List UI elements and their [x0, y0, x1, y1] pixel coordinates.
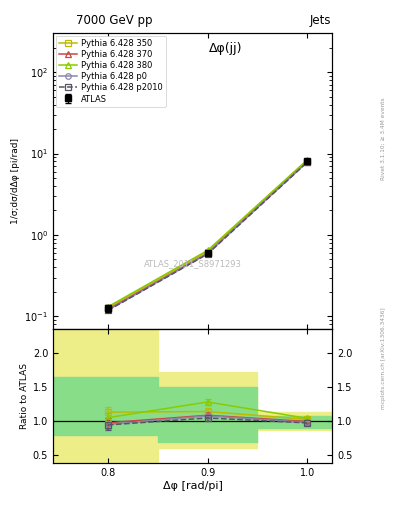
- Pythia 6.428 370: [105, 306, 110, 312]
- Pythia 6.428 p0: [305, 159, 310, 165]
- Text: Jets: Jets: [309, 14, 331, 27]
- Pythia 6.428 380: [305, 157, 310, 163]
- Text: mcplots.cern.ch [arXiv:1306.3436]: mcplots.cern.ch [arXiv:1306.3436]: [381, 308, 386, 409]
- Line: Pythia 6.428 p2010: Pythia 6.428 p2010: [105, 160, 310, 313]
- Text: 7000 GeV pp: 7000 GeV pp: [76, 14, 152, 27]
- Y-axis label: Ratio to ATLAS: Ratio to ATLAS: [20, 363, 29, 429]
- Line: Pythia 6.428 350: Pythia 6.428 350: [105, 158, 310, 310]
- Pythia 6.428 350: [205, 248, 210, 254]
- Pythia 6.428 350: [305, 158, 310, 164]
- Pythia 6.428 350: [105, 305, 110, 311]
- Pythia 6.428 p2010: [305, 159, 310, 165]
- Text: ATLAS_2011_S8971293: ATLAS_2011_S8971293: [143, 260, 242, 268]
- Text: Δφ(jj): Δφ(jj): [209, 42, 243, 55]
- Pythia 6.428 p2010: [105, 307, 110, 313]
- Pythia 6.428 370: [205, 250, 210, 257]
- Pythia 6.428 380: [205, 247, 210, 253]
- Y-axis label: 1/σ;dσ/dΔφ [pi/rad]: 1/σ;dσ/dΔφ [pi/rad]: [11, 138, 20, 224]
- Pythia 6.428 p2010: [205, 251, 210, 257]
- Line: Pythia 6.428 370: Pythia 6.428 370: [105, 159, 310, 312]
- Legend: Pythia 6.428 350, Pythia 6.428 370, Pythia 6.428 380, Pythia 6.428 p0, Pythia 6.: Pythia 6.428 350, Pythia 6.428 370, Pyth…: [55, 36, 165, 107]
- Pythia 6.428 p0: [205, 250, 210, 257]
- Text: Rivet 3.1.10; ≥ 3.4M events: Rivet 3.1.10; ≥ 3.4M events: [381, 97, 386, 180]
- Pythia 6.428 p0: [105, 307, 110, 313]
- X-axis label: Δφ [rad/pi]: Δφ [rad/pi]: [163, 481, 222, 491]
- Line: Pythia 6.428 p0: Pythia 6.428 p0: [105, 159, 310, 313]
- Pythia 6.428 380: [105, 304, 110, 310]
- Pythia 6.428 370: [305, 159, 310, 165]
- Line: Pythia 6.428 380: Pythia 6.428 380: [105, 157, 310, 310]
